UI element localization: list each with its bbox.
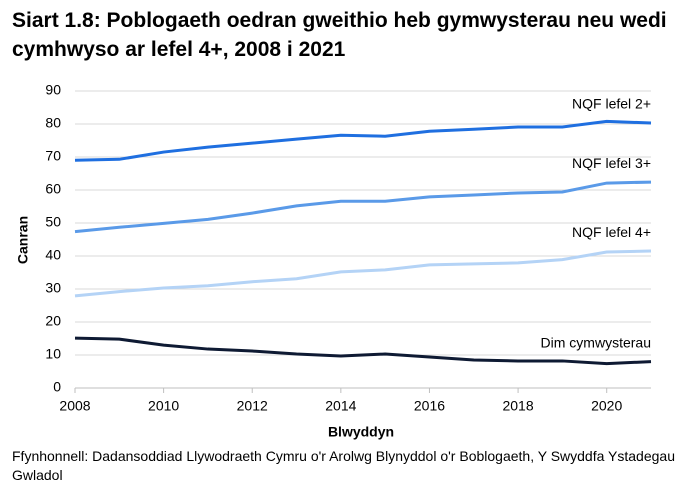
y-tick-label: 80 [45, 115, 61, 131]
series-label: NQF lefel 4+ [572, 224, 651, 240]
x-axis-title: Blwyddyn [328, 424, 394, 440]
y-tick-label: 30 [45, 280, 61, 296]
x-tick-label: 2014 [325, 398, 356, 414]
y-tick-label: 40 [45, 247, 61, 263]
x-tick-label: 2018 [502, 398, 533, 414]
y-tick-label: 60 [45, 181, 61, 197]
chart-title: Siart 1.8: Poblogaeth oedran gweithio he… [12, 9, 667, 61]
y-tick-label: 90 [45, 82, 61, 98]
chart: Blwyddyn Canran 0 10 20 30 40 50 60 70 80 90 2008 2… [15, 82, 652, 440]
series-label: Dim cymwysterau [541, 334, 651, 350]
y-tick-label: 20 [45, 313, 61, 329]
data-line [74, 119, 652, 162]
y-axis-title: Canran [15, 216, 31, 264]
x-tick-label: 2012 [237, 398, 268, 414]
series-label: NQF lefel 2+ [572, 96, 651, 112]
data-line [74, 336, 652, 366]
series-label: NQF lefel 3+ [572, 155, 651, 171]
source-note: Ffynhonnell: Dadansoddiad Llywodraeth Cy… [12, 448, 675, 483]
x-tick-label: 2008 [59, 398, 90, 414]
y-tick-label: 0 [53, 379, 61, 395]
x-tick-label: 2020 [591, 398, 622, 414]
data-line [74, 180, 652, 234]
x-tick-label: 2010 [148, 398, 179, 414]
x-tick-label: 2016 [414, 398, 445, 414]
y-tick-label: 10 [45, 346, 61, 362]
y-tick-label: 70 [45, 148, 61, 164]
data-line [74, 249, 652, 298]
y-tick-label: 50 [45, 214, 61, 230]
